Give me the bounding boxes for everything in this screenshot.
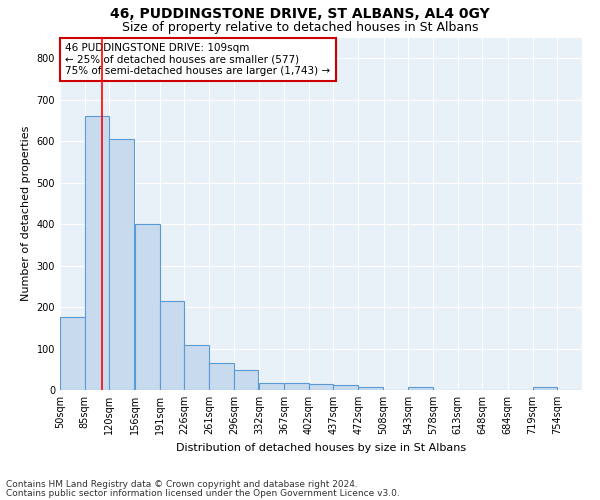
X-axis label: Distribution of detached houses by size in St Albans: Distribution of detached houses by size … — [176, 442, 466, 452]
Text: 46 PUDDINGSTONE DRIVE: 109sqm
← 25% of detached houses are smaller (577)
75% of : 46 PUDDINGSTONE DRIVE: 109sqm ← 25% of d… — [65, 43, 331, 76]
Bar — [60, 318, 85, 390]
Bar — [184, 345, 209, 390]
Bar — [259, 382, 284, 390]
Y-axis label: Number of detached properties: Number of detached properties — [21, 126, 31, 302]
Text: 46, PUDDINGSTONE DRIVE, ST ALBANS, AL4 0GY: 46, PUDDINGSTONE DRIVE, ST ALBANS, AL4 0… — [110, 8, 490, 22]
Bar — [234, 370, 259, 390]
Bar — [209, 363, 234, 390]
Bar — [135, 224, 160, 390]
Text: Contains public sector information licensed under the Open Government Licence v3: Contains public sector information licen… — [6, 488, 400, 498]
Text: Contains HM Land Registry data © Crown copyright and database right 2024.: Contains HM Land Registry data © Crown c… — [6, 480, 358, 489]
Bar — [160, 301, 184, 390]
Bar — [334, 385, 358, 390]
Bar — [308, 384, 334, 390]
Bar — [109, 139, 134, 390]
Text: Size of property relative to detached houses in St Albans: Size of property relative to detached ho… — [122, 21, 478, 34]
Bar — [358, 386, 383, 390]
Bar — [85, 116, 109, 390]
Bar — [284, 384, 308, 390]
Bar — [533, 387, 557, 390]
Bar — [408, 386, 433, 390]
